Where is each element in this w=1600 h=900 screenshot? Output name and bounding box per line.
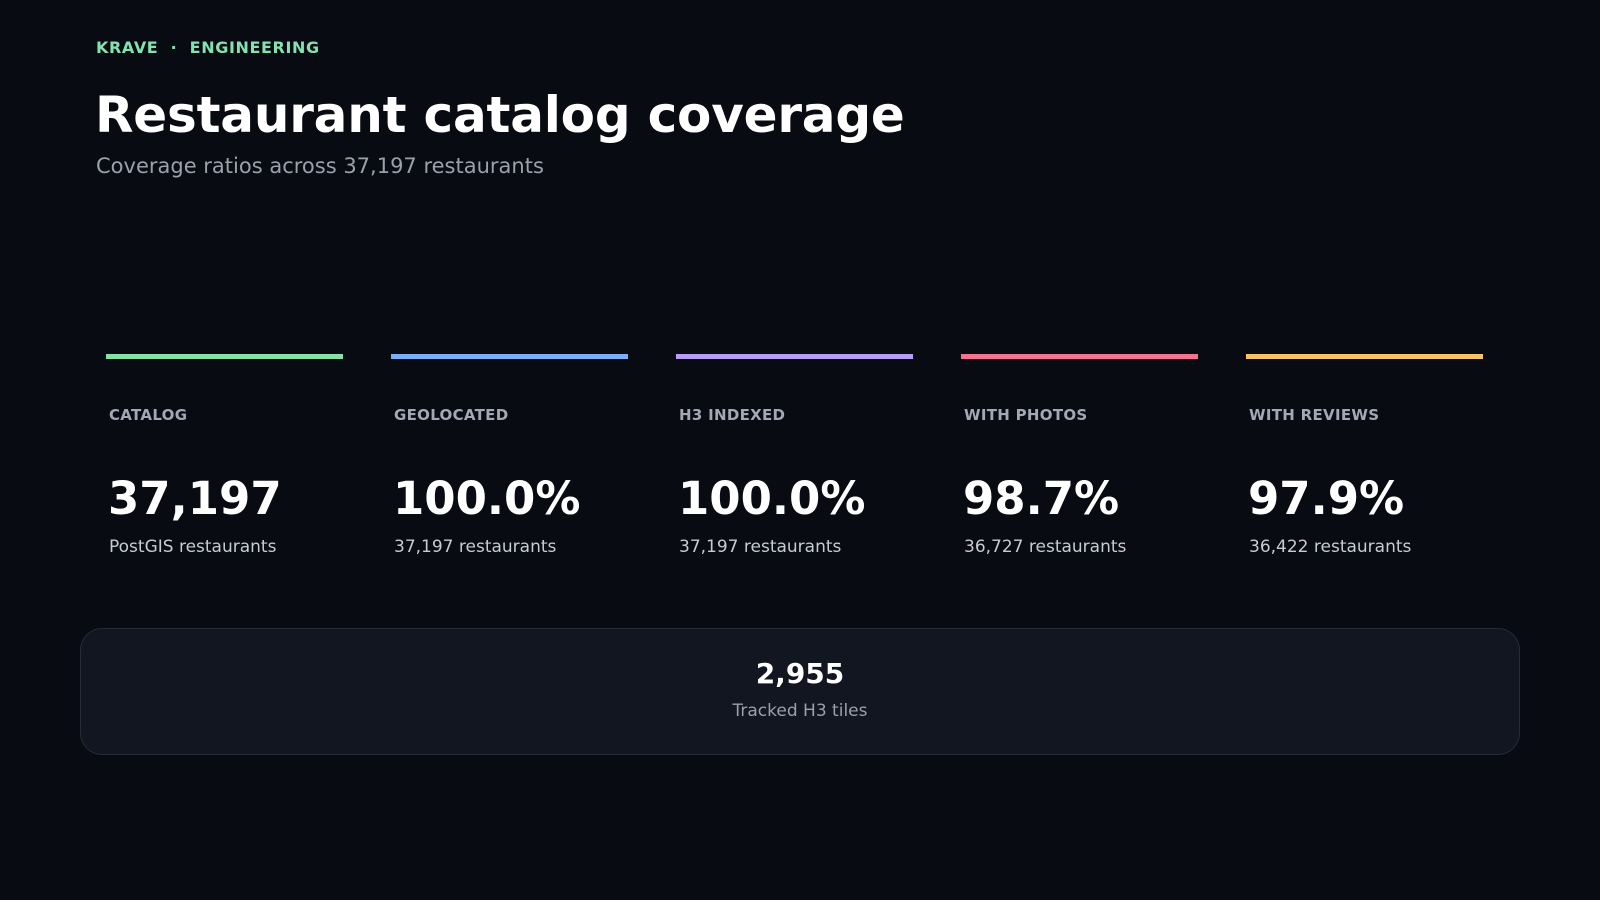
card-label: CATALOG (109, 406, 188, 424)
card-label: WITH REVIEWS (1249, 406, 1380, 424)
card-accent-bar (961, 354, 1198, 359)
metric-card-with-photos: WITH PHOTOS 98.7% 36,727 restaurants (961, 354, 1198, 574)
card-accent-bar (676, 354, 913, 359)
summary-panel: 2,955 Tracked H3 tiles (80, 628, 1520, 755)
metric-card-with-reviews: WITH REVIEWS 97.9% 36,422 restaurants (1246, 354, 1483, 574)
eyebrow-label: KRAVE · ENGINEERING (96, 38, 320, 57)
card-caption: 37,197 restaurants (394, 537, 557, 557)
card-caption: 36,422 restaurants (1249, 537, 1412, 557)
card-label: WITH PHOTOS (964, 406, 1088, 424)
metric-card-geolocated: GEOLOCATED 100.0% 37,197 restaurants (391, 354, 628, 574)
card-accent-bar (106, 354, 343, 359)
summary-label: Tracked H3 tiles (732, 701, 868, 721)
metric-card-h3-indexed: H3 INDEXED 100.0% 37,197 restaurants (676, 354, 913, 574)
page-title: Restaurant catalog coverage (95, 86, 905, 144)
card-label: GEOLOCATED (394, 406, 509, 424)
metric-card-catalog: CATALOG 37,197 PostGIS restaurants (106, 354, 343, 574)
card-accent-bar (391, 354, 628, 359)
card-value: 100.0% (393, 472, 581, 525)
summary-value: 2,955 (755, 657, 845, 690)
metric-cards: CATALOG 37,197 PostGIS restaurants GEOLO… (106, 354, 1484, 574)
card-value: 100.0% (678, 472, 866, 525)
card-caption: 37,197 restaurants (679, 537, 842, 557)
card-caption: 36,727 restaurants (964, 537, 1127, 557)
card-value: 97.9% (1248, 472, 1405, 525)
card-accent-bar (1246, 354, 1483, 359)
card-label: H3 INDEXED (679, 406, 786, 424)
card-value: 98.7% (963, 472, 1120, 525)
page-subtitle: Coverage ratios across 37,197 restaurant… (96, 154, 544, 178)
card-caption: PostGIS restaurants (109, 537, 277, 557)
card-value: 37,197 (108, 472, 282, 525)
